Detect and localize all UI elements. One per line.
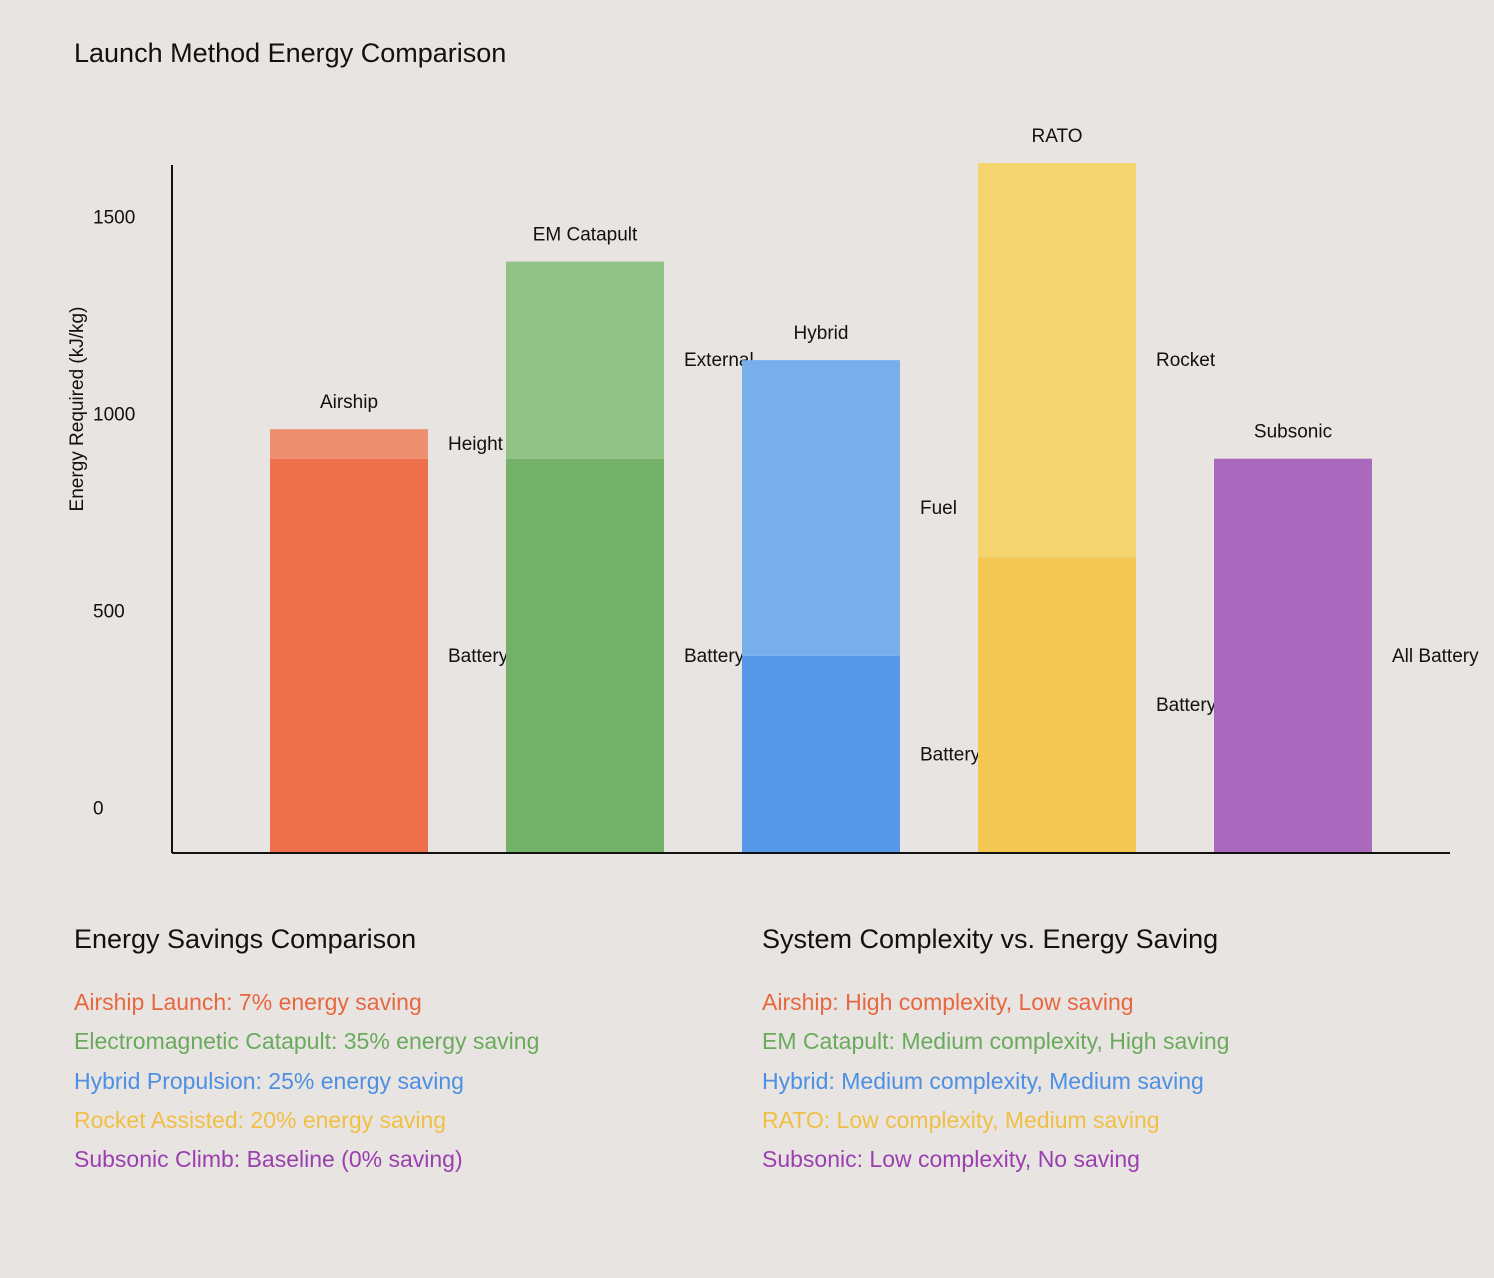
complexity-item: EM Catapult: Medium complexity, High sav… <box>762 1028 1230 1055</box>
savings-title: Energy Savings Comparison <box>74 924 417 954</box>
y-tick-label: 500 <box>93 602 125 623</box>
savings-item: Hybrid Propulsion: 25% energy saving <box>74 1067 464 1094</box>
complexity-title: System Complexity vs. Energy Saving <box>762 924 1219 954</box>
category-label: Hybrid <box>794 323 849 344</box>
segment-label: External <box>684 350 754 371</box>
y-axis-label: Energy Required (kJ/kg) <box>67 307 88 512</box>
bar-segment-battery <box>978 557 1136 853</box>
bar-segment-height <box>270 429 428 459</box>
bar-segment-battery <box>742 655 900 853</box>
complexity-list: Airship: High complexity, Low saving EM … <box>762 983 1229 1179</box>
segment-label: Battery <box>684 646 745 667</box>
bar-segment-battery <box>506 458 664 853</box>
complexity-item: Airship: High complexity, Low saving <box>762 989 1134 1015</box>
segment-label: All Battery <box>1392 646 1479 667</box>
segment-label: Battery <box>1156 695 1217 716</box>
savings-item: Airship Launch: 7% energy saving <box>74 989 422 1015</box>
bar-segment-fuel <box>742 360 900 656</box>
complexity-item: RATO: Low complexity, Medium saving <box>762 1106 1160 1133</box>
y-tick-label: 1000 <box>93 404 135 425</box>
segment-label: Height <box>448 434 504 455</box>
category-label: RATO <box>1031 126 1082 147</box>
segment-label: Battery <box>448 646 509 667</box>
savings-item: Rocket Assisted: 20% energy saving <box>74 1106 447 1133</box>
category-label: Subsonic <box>1254 422 1332 443</box>
bar-segment-all-battery <box>1214 458 1372 853</box>
bar-chart: Energy Required (kJ/kg) 0 500 1000 1500 Batte… <box>67 126 1479 854</box>
segment-label: Battery <box>920 744 981 765</box>
y-tick-label: 0 <box>93 799 104 820</box>
segment-label: Rocket <box>1156 350 1216 371</box>
bar-segment-external <box>506 261 664 459</box>
category-label: EM Catapult <box>533 225 638 246</box>
chart-title: Launch Method Energy Comparison <box>74 38 507 68</box>
bar-segment-battery <box>270 458 428 853</box>
segment-label: Fuel <box>920 498 957 519</box>
bar-segment-rocket <box>978 163 1136 558</box>
complexity-item: Hybrid: Medium complexity, Medium saving <box>762 1067 1204 1094</box>
complexity-panel: System Complexity vs. Energy Saving Airs… <box>762 924 1229 1179</box>
complexity-item: Subsonic: Low complexity, No saving <box>762 1146 1140 1173</box>
y-tick-label: 1500 <box>93 207 135 228</box>
savings-panel: Energy Savings Comparison Airship Launch… <box>74 924 539 1179</box>
category-label: Airship <box>320 392 378 413</box>
savings-item: Electromagnetic Catapult: 35% energy sav… <box>74 1028 540 1055</box>
savings-list: Airship Launch: 7% energy saving Electro… <box>74 983 539 1179</box>
savings-item: Subsonic Climb: Baseline (0% saving) <box>74 1146 463 1173</box>
